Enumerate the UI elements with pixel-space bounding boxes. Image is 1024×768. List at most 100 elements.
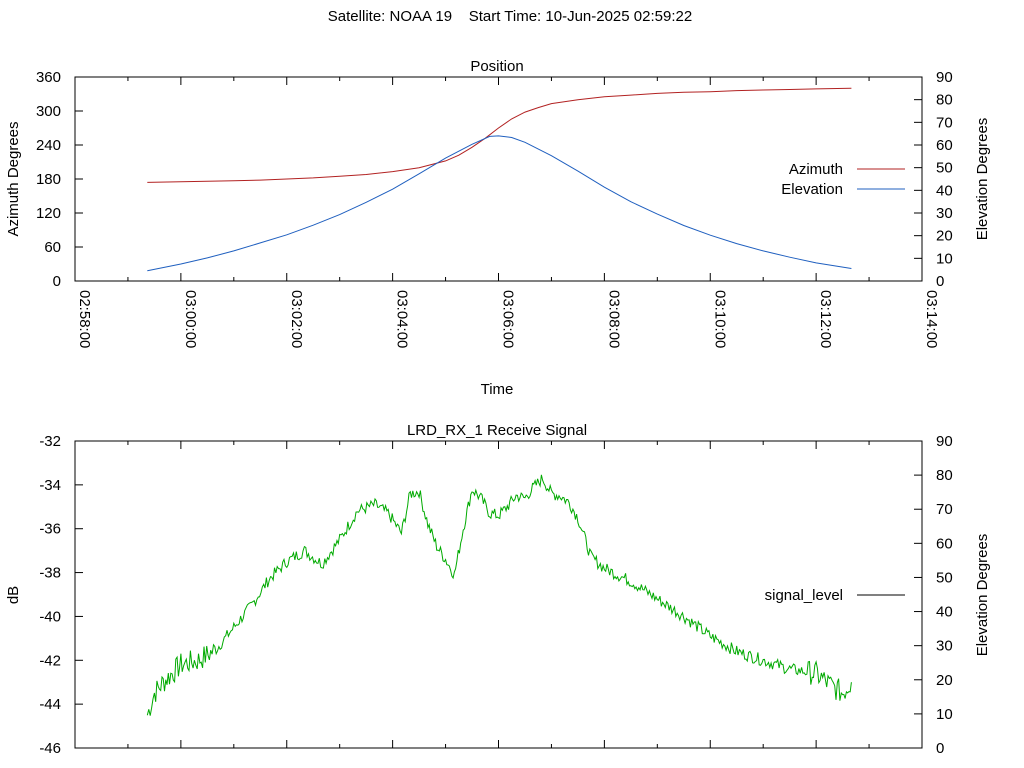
series-line-elevation (147, 135, 852, 272)
signal-y2-tick-label: 50 (936, 569, 953, 586)
data-point-elevation (418, 173, 419, 174)
position-y-axis-label: Azimuth Degrees (5, 121, 22, 236)
signal-y-tick-label: -32 (39, 433, 61, 450)
data-point-elevation (630, 201, 631, 202)
data-point-signal-level (401, 533, 402, 534)
position-y2-tick-label: 20 (936, 228, 953, 245)
position-x-tick-label: 03:00:00 (182, 290, 199, 348)
data-point-signal-level (171, 673, 172, 674)
data-point-signal-level (789, 668, 790, 669)
data-point-elevation (763, 250, 764, 251)
data-point-signal-level (736, 651, 737, 652)
data-point-signal-level (617, 574, 618, 575)
data-point-signal-level (180, 664, 181, 665)
data-point-elevation (851, 268, 852, 269)
signal-y2-tick-label: 30 (936, 638, 953, 655)
series-line-signal-level (146, 474, 852, 716)
data-point-signal-level (498, 515, 499, 516)
data-point-signal-level (454, 574, 455, 575)
data-point-azimuth (630, 95, 631, 96)
data-point-azimuth (458, 155, 459, 156)
data-point-azimuth (538, 107, 539, 108)
position-x-tick-label: 03:10:00 (711, 290, 728, 348)
position-y2-tick-label: 90 (936, 69, 953, 86)
data-point-signal-level (657, 598, 658, 599)
position-y2-tick-label: 30 (936, 205, 953, 222)
data-point-signal-level (147, 715, 148, 716)
signal-axes: -46 -44 -42 -40 -38 -36 -34 -32 0 10 20 30 40 50 60 70 8… (39, 433, 952, 757)
signal-y2-tick-label: 90 (936, 433, 953, 450)
signal-y-tick-label: -44 (39, 696, 61, 713)
data-point-elevation (339, 214, 340, 215)
data-point-signal-level (560, 495, 561, 496)
data-point-signal-level (427, 524, 428, 525)
data-point-azimuth (551, 103, 552, 104)
signal-chart: LRD_RX_1 Receive Signal dB Elevation Deg… (5, 422, 991, 757)
data-point-azimuth (207, 181, 208, 182)
signal-y2-tick-label: 40 (936, 604, 953, 621)
data-point-signal-level (542, 478, 543, 479)
satellite-label: Satellite: NOAA 19 (327, 8, 453, 25)
position-x-axis-label: Time (481, 381, 514, 398)
data-point-signal-level (410, 493, 411, 494)
data-point-signal-level (304, 550, 305, 551)
position-x-tick-label: 03:06:00 (500, 290, 517, 348)
position-x-tick-label: 03:04:00 (394, 290, 411, 348)
data-point-elevation (710, 235, 711, 236)
data-point-azimuth (577, 99, 578, 100)
data-point-signal-level (374, 504, 375, 505)
position-plot-frame (74, 76, 923, 282)
data-point-signal-level (533, 486, 534, 487)
data-point-elevation (816, 262, 817, 263)
data-point-signal-level (321, 563, 322, 564)
position-y2-axis-label: Elevation Degrees (974, 118, 991, 241)
data-point-elevation (147, 270, 148, 271)
data-point-signal-level (604, 568, 605, 569)
data-point-signal-level (445, 559, 446, 560)
data-point-elevation (683, 225, 684, 226)
signal-y-tick-label: -40 (39, 608, 61, 625)
data-point-signal-level (480, 497, 481, 498)
signal-y-tick-label: -34 (39, 477, 61, 494)
data-point-signal-level (339, 539, 340, 540)
data-point-signal-level (286, 561, 287, 562)
data-point-elevation (551, 155, 552, 156)
data-point-signal-level (489, 513, 490, 514)
position-y2-tick-label: 10 (936, 250, 953, 267)
data-point-elevation (445, 158, 446, 159)
signal-y2-tick-label: 70 (936, 501, 953, 518)
data-point-signal-level (551, 493, 552, 494)
position-y-tick-label: 240 (36, 137, 61, 154)
data-point-elevation (180, 263, 181, 264)
position-x-tick-label: 02:58:00 (76, 290, 93, 348)
data-point-azimuth (147, 182, 148, 183)
legend-label-elevation: Elevation (781, 181, 843, 198)
data-point-elevation (511, 137, 512, 138)
data-point-signal-level (516, 495, 517, 496)
data-point-elevation (489, 136, 490, 137)
position-y-tick-label: 0 (53, 273, 61, 290)
position-chart: Position Azimuth Degrees Elevation Degre… (5, 58, 991, 398)
position-x-tick-label: 03:02:00 (288, 290, 305, 348)
data-point-azimuth (392, 171, 393, 172)
data-point-azimuth (710, 91, 711, 92)
signal-y-tick-label: -46 (39, 740, 61, 757)
data-point-elevation (657, 214, 658, 215)
data-point-signal-level (710, 636, 711, 637)
data-point-elevation (604, 187, 605, 188)
data-point-azimuth (683, 92, 684, 93)
position-x-tick-label: 03:12:00 (817, 290, 834, 348)
data-point-elevation (366, 202, 367, 203)
signal-y-tick-label: -36 (39, 521, 61, 538)
data-point-signal-level (829, 684, 830, 685)
data-point-signal-level (463, 528, 464, 529)
data-point-azimuth (233, 180, 234, 181)
data-point-azimuth (604, 96, 605, 97)
data-point-signal-level (683, 616, 684, 617)
data-point-elevation (577, 170, 578, 171)
data-point-signal-level (471, 489, 472, 490)
data-point-azimuth (524, 112, 525, 113)
signal-y-tick-label: -38 (39, 565, 61, 582)
signal-y2-tick-label: 0 (936, 740, 944, 757)
series-line-azimuth (147, 87, 852, 183)
